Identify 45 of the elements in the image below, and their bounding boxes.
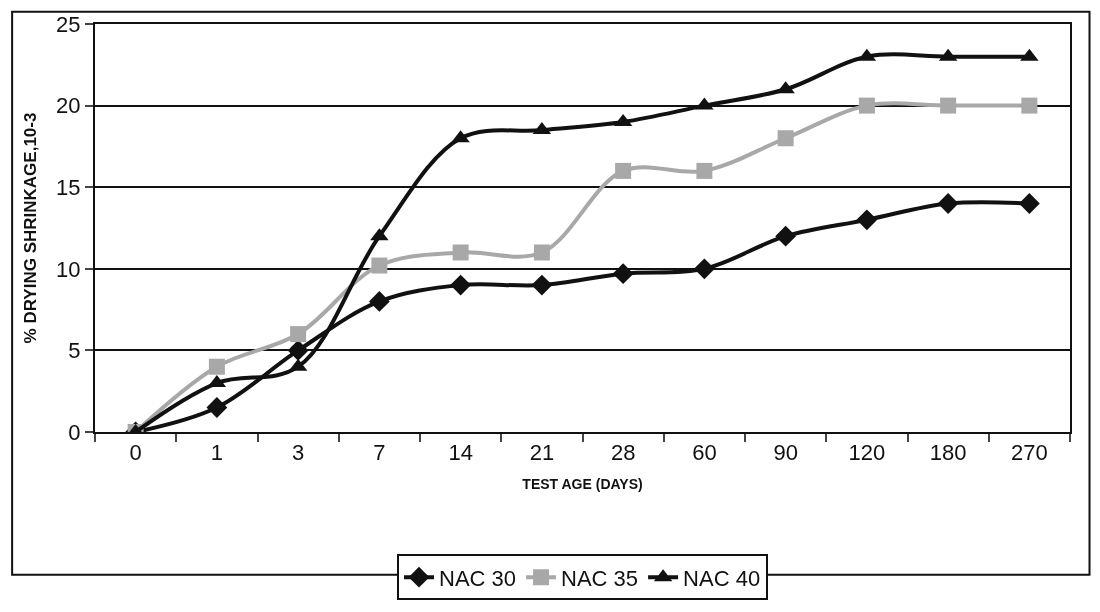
point — [208, 358, 225, 375]
y-tick-label: 0 — [68, 419, 81, 445]
legend-label: NAC 30 — [439, 565, 517, 591]
x-tick-label: 7 — [373, 440, 386, 466]
point — [371, 257, 388, 274]
point — [858, 97, 875, 114]
point — [450, 274, 472, 296]
y-tick-label: 20 — [56, 93, 81, 119]
x-tick-label: 3 — [292, 440, 305, 466]
x-tick-label: 180 — [929, 440, 967, 466]
point — [206, 397, 228, 418]
y-tick-label: 15 — [56, 174, 81, 200]
point — [615, 162, 632, 179]
point — [777, 130, 794, 147]
point — [531, 274, 553, 296]
x-tick-label: 270 — [1011, 440, 1048, 466]
point — [1018, 193, 1040, 214]
point — [696, 162, 713, 179]
point — [937, 193, 959, 214]
x-axis-title: TEST AGE (DAYS) — [522, 476, 643, 493]
y-axis-title: % DRYING SHRINKAGE,10-3 — [21, 112, 41, 344]
legend-label: NAC 40 — [683, 565, 761, 591]
x-tick-label: 60 — [692, 440, 717, 466]
y-tick-label: 25 — [56, 11, 81, 37]
point — [368, 291, 390, 312]
point — [940, 97, 957, 114]
y-tick-label: 5 — [68, 338, 81, 364]
x-tick-label: 14 — [448, 440, 473, 466]
point — [287, 340, 309, 361]
x-tick-label: 28 — [610, 440, 636, 466]
x-tick-label: 90 — [773, 440, 798, 466]
x-tick-label: 120 — [848, 440, 886, 466]
x-tick-label: 21 — [529, 440, 555, 466]
point — [290, 326, 307, 343]
point — [1021, 97, 1038, 114]
x-tick-label: 1 — [210, 440, 224, 466]
legend-label: NAC 35 — [561, 565, 639, 591]
point — [533, 244, 550, 261]
point — [775, 225, 797, 247]
x-tick-label: 0 — [129, 440, 142, 466]
point — [612, 263, 634, 285]
point — [452, 244, 469, 261]
point — [693, 258, 715, 280]
point — [856, 209, 878, 231]
y-tick-label: 10 — [56, 256, 81, 282]
